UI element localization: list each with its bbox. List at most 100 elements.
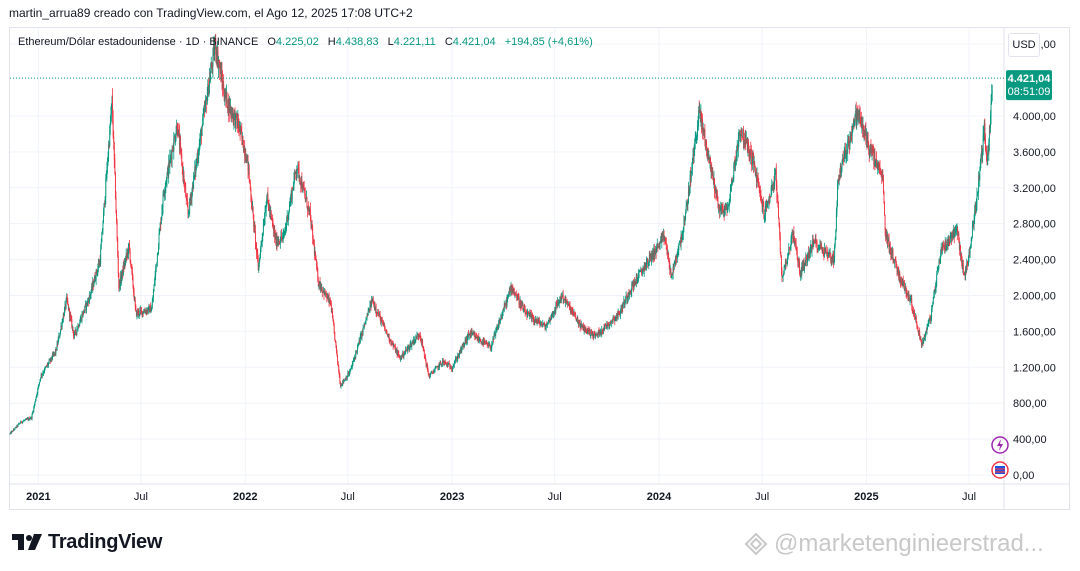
candle-body xyxy=(481,342,483,344)
candle-body xyxy=(395,351,397,353)
candle-body xyxy=(282,234,284,237)
candle-body xyxy=(189,198,191,213)
candle-body xyxy=(699,111,701,113)
candle-body xyxy=(740,135,742,136)
candle-body xyxy=(115,197,117,212)
candle-body xyxy=(303,184,305,188)
candle-body xyxy=(429,375,431,377)
candle-body xyxy=(149,306,151,313)
candle-body xyxy=(703,130,705,133)
candle-body xyxy=(550,318,552,321)
candle-body xyxy=(854,122,855,126)
close-label: C xyxy=(444,36,453,48)
candle-body xyxy=(266,193,268,199)
candle-body xyxy=(446,363,448,365)
candle-body xyxy=(715,187,717,192)
candle-body xyxy=(564,299,566,303)
candle-body xyxy=(648,255,650,263)
candle-body xyxy=(910,298,912,300)
candle-body xyxy=(587,328,589,332)
candle-body xyxy=(151,302,153,309)
candle-body xyxy=(351,366,353,368)
candle-body xyxy=(517,295,519,301)
candle-body xyxy=(532,314,534,318)
candle-body xyxy=(105,178,107,197)
candle-body xyxy=(670,268,672,278)
candle-body xyxy=(203,109,205,112)
candle-body xyxy=(370,302,371,306)
tradingview-logo[interactable]: TradingView xyxy=(12,531,162,553)
candle-body xyxy=(987,150,989,165)
candle-body xyxy=(497,325,499,329)
high-value: 4.438,83 xyxy=(335,36,379,48)
candle-body xyxy=(765,205,766,215)
candle-body xyxy=(586,330,588,334)
candle-body xyxy=(522,304,524,311)
candle-body xyxy=(601,329,603,331)
candle-body xyxy=(339,382,341,388)
candle-body xyxy=(175,132,177,139)
candle-body xyxy=(810,244,812,250)
candle-body xyxy=(507,296,509,299)
candle-body xyxy=(277,241,278,246)
candle-body xyxy=(319,281,320,286)
candle-body xyxy=(510,285,512,292)
candle-body xyxy=(432,372,434,374)
candle-body xyxy=(848,143,850,146)
candle-body xyxy=(529,313,531,317)
candle-body xyxy=(702,119,704,132)
candle-body xyxy=(455,358,456,362)
candle-body xyxy=(286,215,288,223)
candle-body xyxy=(601,329,603,334)
candle-body xyxy=(526,314,528,318)
candle-body xyxy=(575,318,577,321)
candle-body xyxy=(805,256,807,258)
candle-body xyxy=(95,279,97,281)
candle-body xyxy=(180,142,182,148)
candle-body xyxy=(474,334,476,337)
candle-body xyxy=(664,237,666,242)
candle-body xyxy=(920,336,922,340)
candle-body xyxy=(960,253,962,257)
candle-body xyxy=(220,72,222,81)
candle-body xyxy=(953,230,955,233)
candle-body xyxy=(956,228,957,230)
candle-body xyxy=(833,257,835,264)
candle-body xyxy=(460,348,462,352)
candle-body xyxy=(498,323,500,329)
candle-body xyxy=(367,314,369,316)
candle-body xyxy=(568,304,570,306)
candle-body xyxy=(385,330,387,332)
candle-body xyxy=(704,142,706,144)
candle-body xyxy=(701,112,702,125)
candle-body xyxy=(724,207,726,210)
candle-body xyxy=(860,120,862,126)
candle-body xyxy=(415,336,417,340)
candle-body xyxy=(775,169,777,186)
candle-body xyxy=(545,327,547,330)
candle-body xyxy=(51,358,53,360)
candle-body xyxy=(549,318,551,322)
candle-body xyxy=(630,291,632,293)
candle-body xyxy=(822,248,824,253)
candle-body xyxy=(463,343,465,346)
candle-body xyxy=(35,397,37,401)
candle-body xyxy=(434,368,436,371)
candle-body xyxy=(58,335,60,340)
candle-body xyxy=(219,64,221,70)
candle-body xyxy=(667,253,669,255)
candle-body xyxy=(712,172,714,180)
candle-body xyxy=(758,182,760,187)
candle-body xyxy=(839,175,841,177)
candle-body xyxy=(624,301,626,306)
candle-body xyxy=(489,344,491,348)
currency-button[interactable]: USD xyxy=(1008,33,1040,57)
candle-body xyxy=(978,175,980,181)
candle-body xyxy=(332,317,334,321)
candle-body xyxy=(614,319,616,321)
candle-body xyxy=(937,269,939,271)
candle-body xyxy=(540,323,542,325)
candle-body xyxy=(671,273,673,276)
candle-body xyxy=(321,288,323,290)
